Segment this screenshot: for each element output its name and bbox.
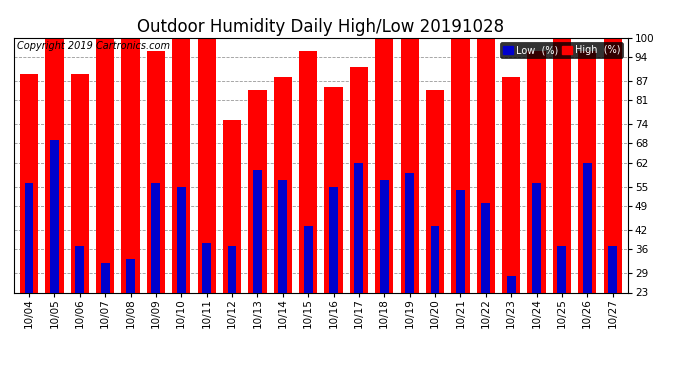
Bar [50,140,59,369]
Bar [20,74,38,369]
Bar [248,90,266,369]
Bar [329,186,338,369]
Bar [101,263,110,369]
Bar [578,51,596,369]
Bar [197,38,216,369]
Bar [426,90,444,369]
Bar [46,38,63,369]
Bar [604,38,622,369]
Bar [477,38,495,369]
Bar [304,226,313,369]
Bar [172,38,190,369]
Bar [375,38,393,369]
Bar [324,87,343,369]
Title: Outdoor Humidity Daily High/Low 20191028: Outdoor Humidity Daily High/Low 20191028 [137,18,504,36]
Bar [506,276,515,369]
Bar [456,190,465,369]
Bar [25,183,34,369]
Bar [253,170,262,369]
Bar [70,74,89,369]
Bar [558,246,566,369]
Bar [152,183,160,369]
Bar [278,180,287,369]
Bar [527,51,546,369]
Bar [75,246,84,369]
Bar [355,164,364,369]
Bar [223,120,241,369]
Bar [126,260,135,369]
Bar [502,77,520,369]
Bar [202,243,211,369]
Bar [274,77,292,369]
Legend: Low  (%), High  (%): Low (%), High (%) [500,42,623,58]
Bar [96,38,115,369]
Bar [583,164,592,369]
Bar [482,203,490,369]
Bar [228,246,237,369]
Bar [451,38,470,369]
Bar [380,180,388,369]
Text: Copyright 2019 Cartronics.com: Copyright 2019 Cartronics.com [17,41,170,51]
Bar [350,67,368,369]
Bar [431,226,440,369]
Bar [177,186,186,369]
Bar [532,183,541,369]
Bar [553,38,571,369]
Bar [400,38,419,369]
Bar [121,38,139,369]
Bar [405,173,414,369]
Bar [608,246,617,369]
Bar [147,51,165,369]
Bar [299,51,317,369]
